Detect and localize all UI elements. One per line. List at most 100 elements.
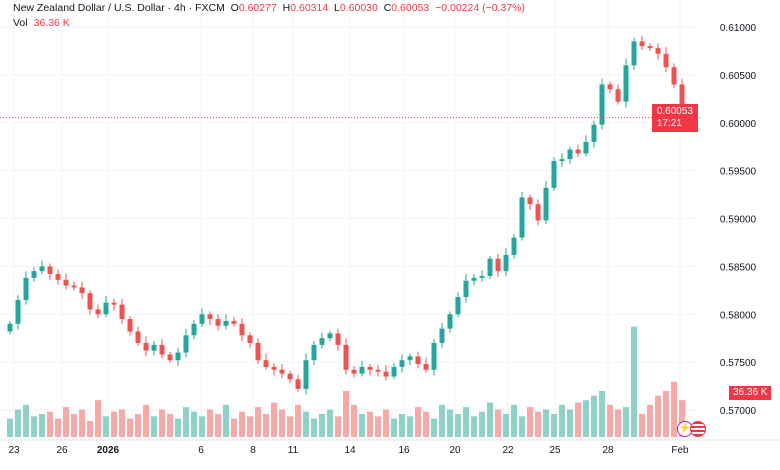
candle-body [279, 369, 285, 374]
volume-bar [583, 400, 589, 437]
candle-body [471, 277, 477, 281]
volume-bar [527, 407, 533, 437]
close-value: 0.60053 [391, 2, 430, 14]
candle-body [415, 356, 421, 365]
y-tick-label: 0.57500 [720, 358, 757, 369]
volume-bar [311, 418, 317, 437]
candle-body [327, 333, 333, 339]
candle-body [487, 258, 493, 276]
volume-bar [335, 416, 341, 437]
volume-bar [63, 407, 69, 437]
candle-body [663, 53, 669, 68]
candle-body [15, 299, 21, 324]
volume-bar [55, 418, 61, 437]
volume-bar [47, 411, 53, 437]
candle-body [551, 161, 557, 188]
volume-bar [455, 414, 461, 437]
candle-body [431, 342, 437, 370]
y-tick-label: 0.59500 [720, 167, 757, 178]
candle-body [95, 309, 101, 315]
volume-bar [503, 414, 509, 437]
volume-bar [167, 414, 173, 437]
volume-bar [255, 407, 261, 437]
candle-body [303, 360, 309, 389]
volume-bar [119, 409, 125, 437]
candle-body [263, 360, 269, 367]
candle-body [199, 314, 205, 324]
y-tick-label: 0.58500 [720, 262, 757, 273]
volume-bar [231, 418, 237, 437]
candle-body [167, 354, 173, 361]
candle-body [247, 335, 253, 343]
volume-bar [151, 416, 157, 437]
candle-body [223, 320, 229, 326]
candle-body [479, 275, 485, 278]
y-tick-label: 0.60000 [720, 119, 757, 130]
volume-bar [399, 414, 405, 437]
candle-body [447, 314, 453, 329]
x-tick-label: 8 [250, 445, 256, 456]
volume-bar [127, 418, 133, 437]
high-label: H [282, 2, 291, 14]
candle-body [463, 280, 469, 298]
volume-bar [639, 414, 645, 437]
candle-body [375, 369, 381, 372]
us-flag-event-icon[interactable] [690, 421, 706, 437]
x-tick-label: 11 [288, 445, 299, 456]
volume-bar [303, 411, 309, 437]
candle-body [231, 320, 237, 324]
volume-bar [575, 402, 581, 437]
open-label: O [230, 2, 239, 14]
volume-bar [383, 409, 389, 437]
candle-body [319, 338, 325, 345]
volume-bar [423, 411, 429, 437]
low-value: 0.60030 [339, 2, 378, 14]
candle-body [39, 266, 45, 272]
candle-body [511, 237, 517, 255]
bar-countdown: 17:21 [656, 118, 682, 129]
volume-bar [607, 404, 613, 437]
candle-body [623, 65, 629, 102]
candle-body [175, 352, 181, 361]
last-price: 0.60053 [656, 106, 693, 117]
close-label: C [383, 2, 392, 14]
candle-body [239, 323, 245, 336]
candle-body [47, 266, 53, 275]
candle-body [351, 369, 357, 374]
volume-bar [39, 414, 45, 437]
volume-bar [671, 381, 677, 437]
candle-body [271, 366, 277, 370]
volume-bar [15, 409, 21, 437]
candle-body [295, 379, 301, 389]
volume-bar [495, 409, 501, 437]
x-tick-label: 14 [344, 445, 356, 456]
volume-bar [71, 414, 77, 437]
y-tick-label: 0.57000 [720, 406, 757, 417]
low-label: L [334, 2, 340, 14]
volume-bar [519, 416, 525, 437]
volume-label: Vol [13, 17, 28, 29]
candle-body [383, 371, 389, 377]
candle-body [359, 366, 365, 374]
volume-bar [207, 409, 213, 437]
volume-bar [111, 411, 117, 437]
volume-bar [263, 414, 269, 437]
volume-bar [135, 414, 141, 437]
volume-bar [647, 404, 653, 437]
y-tick-label: 0.58000 [720, 310, 757, 321]
volume-bar [31, 416, 37, 437]
candle-body [671, 67, 677, 85]
volume-bar [463, 407, 469, 437]
volume-bar [247, 416, 253, 437]
x-tick-label: 6 [198, 445, 204, 456]
x-tick-label: 23 [8, 445, 20, 456]
y-tick-label: 0.59000 [720, 215, 757, 226]
volume-bar [591, 395, 597, 437]
volume-tag: 36.36 K [729, 386, 772, 400]
x-tick-label: 20 [449, 445, 461, 456]
candle-body [159, 344, 165, 355]
volume-bar [375, 416, 381, 437]
candle-body [423, 364, 429, 370]
symbol-title: New Zealand Dollar / U.S. Dollar · 4h · … [13, 2, 225, 14]
